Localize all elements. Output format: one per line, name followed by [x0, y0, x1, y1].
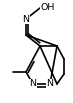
Text: N: N	[22, 15, 29, 23]
Text: N: N	[29, 80, 36, 88]
Text: N: N	[47, 80, 54, 88]
Text: OH: OH	[41, 4, 55, 12]
